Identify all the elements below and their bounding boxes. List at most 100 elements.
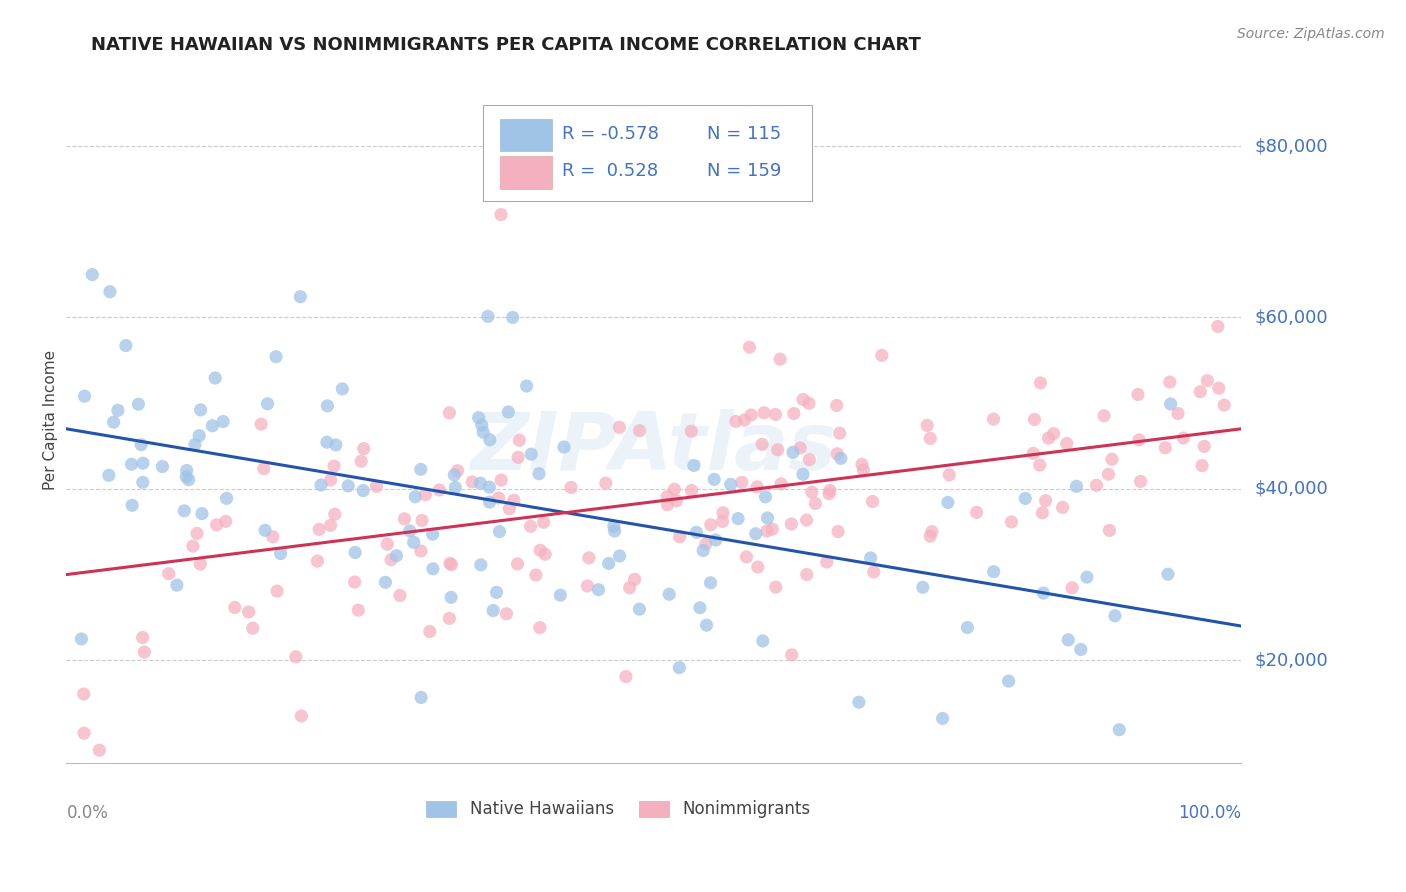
Point	[380, 553, 402, 567]
Point	[1189, 384, 1212, 399]
Point	[477, 310, 499, 324]
Point	[478, 495, 501, 509]
Point	[264, 350, 287, 364]
Point	[609, 549, 631, 563]
Point	[204, 371, 226, 385]
Legend: Native Hawaiians, Nonimmigrants: Native Hawaiians, Nonimmigrants	[422, 796, 815, 823]
Point	[325, 438, 347, 452]
Point	[516, 379, 538, 393]
Point	[323, 507, 346, 521]
Point	[704, 533, 727, 547]
Point	[186, 526, 208, 541]
Point	[201, 418, 224, 433]
Point	[598, 557, 620, 571]
Point	[825, 399, 848, 413]
Point	[711, 506, 734, 520]
Point	[374, 575, 396, 590]
Point	[1042, 426, 1064, 441]
Point	[506, 557, 529, 571]
Text: 0.0%: 0.0%	[66, 805, 108, 822]
Point	[508, 434, 530, 448]
Point	[1192, 439, 1215, 453]
Point	[519, 519, 541, 533]
Point	[129, 438, 152, 452]
Point	[344, 545, 367, 559]
Point	[920, 529, 942, 543]
Point	[132, 475, 155, 490]
Point	[696, 618, 718, 632]
Point	[825, 447, 848, 461]
Point	[174, 469, 197, 483]
Point	[1129, 475, 1152, 489]
Point	[915, 418, 938, 433]
Text: NATIVE HAWAIIAN VS NONIMMIGRANTS PER CAPITA INCOME CORRELATION CHART: NATIVE HAWAIIAN VS NONIMMIGRANTS PER CAP…	[91, 36, 921, 54]
Point	[766, 442, 789, 457]
Point	[489, 473, 512, 487]
Point	[1097, 467, 1119, 482]
Point	[780, 648, 803, 662]
Point	[1056, 436, 1078, 450]
Point	[527, 467, 550, 481]
Point	[127, 397, 149, 411]
Point	[576, 579, 599, 593]
Point	[388, 588, 411, 602]
Point	[107, 403, 129, 417]
Point	[347, 603, 370, 617]
Point	[770, 477, 793, 491]
Point	[470, 558, 492, 572]
Point	[482, 603, 505, 617]
Point	[398, 524, 420, 538]
Point	[366, 479, 388, 493]
Point	[253, 461, 276, 475]
Point	[931, 711, 953, 725]
Point	[804, 496, 827, 510]
Point	[524, 568, 547, 582]
Point	[1062, 581, 1084, 595]
Point	[488, 491, 510, 505]
Point	[152, 459, 174, 474]
Point	[920, 431, 942, 445]
Point	[614, 670, 637, 684]
Point	[550, 588, 572, 602]
Point	[830, 451, 852, 466]
Point	[446, 464, 468, 478]
Point	[703, 472, 725, 486]
Point	[664, 483, 686, 497]
Point	[250, 417, 273, 431]
Point	[337, 479, 360, 493]
Text: 100.0%: 100.0%	[1178, 805, 1241, 822]
Point	[471, 418, 494, 433]
Point	[316, 399, 339, 413]
Point	[1197, 374, 1219, 388]
Point	[411, 513, 433, 527]
Point	[827, 524, 849, 539]
Text: $40,000: $40,000	[1256, 480, 1329, 498]
Point	[735, 549, 758, 564]
Point	[818, 486, 841, 500]
Point	[309, 478, 332, 492]
Point	[657, 490, 679, 504]
Point	[1206, 319, 1229, 334]
Point	[176, 463, 198, 477]
Text: $20,000: $20,000	[1256, 651, 1329, 669]
Point	[262, 530, 284, 544]
Point	[173, 504, 195, 518]
Point	[997, 674, 1019, 689]
Point	[783, 407, 806, 421]
Point	[132, 456, 155, 470]
Point	[478, 433, 501, 447]
Point	[1076, 570, 1098, 584]
Point	[1160, 397, 1182, 411]
Point	[1032, 586, 1054, 600]
Point	[1213, 398, 1236, 412]
Point	[498, 405, 520, 419]
Point	[751, 437, 773, 451]
Point	[731, 475, 754, 490]
Point	[797, 396, 820, 410]
Point	[1159, 375, 1181, 389]
Point	[470, 476, 492, 491]
Point	[506, 450, 529, 465]
Point	[745, 480, 768, 494]
Point	[215, 491, 238, 506]
Point	[1128, 433, 1150, 447]
